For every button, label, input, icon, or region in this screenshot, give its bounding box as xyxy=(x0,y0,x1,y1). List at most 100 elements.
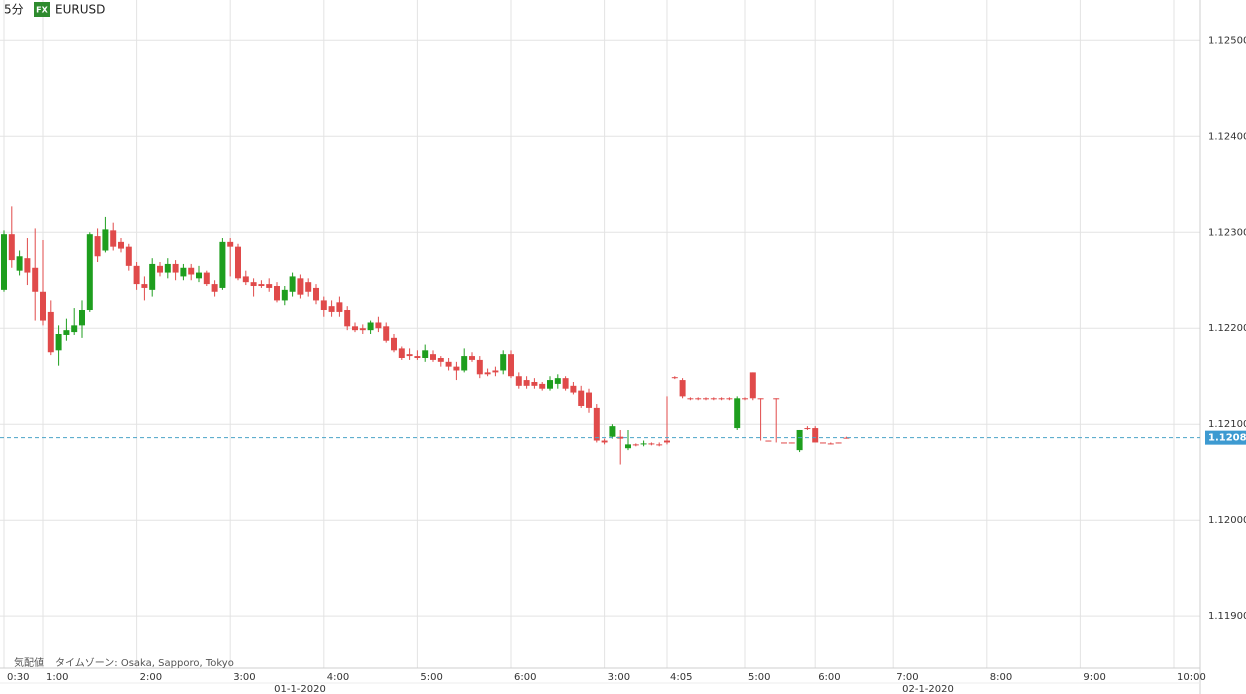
candle-body xyxy=(266,284,273,288)
candle-body xyxy=(749,372,756,399)
candle-body xyxy=(531,381,538,386)
date-label: 01-1-2020 xyxy=(274,684,326,694)
candle-body xyxy=(118,241,124,249)
candles-layer xyxy=(1,206,850,465)
candle-body xyxy=(671,377,678,379)
candle-body xyxy=(562,378,569,389)
candle-body xyxy=(437,357,444,362)
candle-body xyxy=(32,267,39,292)
candle-body xyxy=(336,302,343,312)
candle-body xyxy=(843,437,850,439)
candle-body xyxy=(773,398,780,400)
candle-body xyxy=(320,300,327,311)
candle-body xyxy=(1,234,7,290)
candle-body xyxy=(398,348,405,358)
candle-body xyxy=(570,385,577,393)
candle-body xyxy=(827,443,834,445)
y-tick-label: 1.11900 xyxy=(1208,611,1246,622)
date-label: 02-1-2020 xyxy=(902,684,954,694)
badge-bg xyxy=(34,2,50,17)
candle-body xyxy=(835,442,842,444)
candle-body xyxy=(63,330,70,335)
timezone: タイムゾーン: Osaka, Sapporo, Tokyo xyxy=(55,657,234,669)
candle-body xyxy=(71,325,78,333)
candle-body xyxy=(461,356,468,371)
grid-layer xyxy=(0,0,1200,668)
y-tick-label: 1.12000 xyxy=(1208,515,1246,526)
x-tick-label: 2:00 xyxy=(140,672,162,683)
candle-body xyxy=(125,246,132,266)
candle-body xyxy=(258,284,265,287)
candle-body xyxy=(703,398,709,400)
symbol: EURUSD xyxy=(55,3,105,17)
candle-body xyxy=(656,444,663,446)
badge: FX xyxy=(36,6,48,15)
candle-body xyxy=(640,443,647,445)
candle-body xyxy=(196,272,202,279)
candle-body xyxy=(211,284,218,292)
x-tick-label: 0:30 xyxy=(7,672,29,683)
y-tick-label: 1.12200 xyxy=(1208,323,1246,334)
candle-body xyxy=(281,289,288,301)
x-tick-label: 6:00 xyxy=(818,672,840,683)
candle-body xyxy=(500,354,507,371)
candle-body xyxy=(586,392,592,408)
x-tick-label: 3:00 xyxy=(608,672,630,683)
candle-body xyxy=(149,263,156,290)
candle-body xyxy=(593,407,600,441)
interval-label: 5分 xyxy=(4,3,24,17)
candle-body xyxy=(157,265,163,273)
candle-body xyxy=(765,440,772,442)
y-tick-label: 1.12300 xyxy=(1208,227,1246,238)
candle-body xyxy=(79,310,85,326)
candle-body xyxy=(742,398,748,400)
candle-body xyxy=(203,272,210,285)
candle-body xyxy=(539,383,546,389)
candle-body xyxy=(102,229,109,251)
candle-body xyxy=(578,390,585,406)
candle-body xyxy=(781,442,787,444)
candle-body xyxy=(508,354,514,377)
candle-body xyxy=(632,444,639,446)
candle-body xyxy=(24,258,31,273)
candle-body xyxy=(328,306,335,312)
x-tick-label: 3:00 xyxy=(233,672,255,683)
candle-body xyxy=(414,356,421,358)
y-tick-label: 1.12400 xyxy=(1208,131,1246,142)
candle-body xyxy=(687,398,694,400)
candle-body xyxy=(344,310,351,327)
candle-body xyxy=(469,356,475,360)
candle-body xyxy=(375,322,382,329)
candle-body xyxy=(367,322,374,331)
candle-body xyxy=(734,398,741,429)
candle-body xyxy=(710,398,717,400)
x-tick-label: 4:00 xyxy=(327,672,349,683)
candle-body xyxy=(695,398,702,400)
candle-body xyxy=(484,372,491,375)
candle-body xyxy=(804,428,811,430)
candle-body xyxy=(476,359,483,375)
candle-body xyxy=(305,282,312,292)
candle-body xyxy=(94,236,101,257)
candle-body xyxy=(55,334,62,351)
y-tick-label: 1.12500 xyxy=(1208,35,1246,46)
candle-body xyxy=(227,241,234,247)
candle-body xyxy=(250,282,257,287)
candle-body xyxy=(422,350,429,358)
candle-body xyxy=(383,326,390,341)
candle-body xyxy=(16,256,23,271)
candle-body xyxy=(796,429,803,451)
candle-body xyxy=(274,286,280,301)
candle-body xyxy=(406,354,413,357)
candle-body xyxy=(664,440,670,443)
x-tick-label: 10:00 xyxy=(1177,672,1206,683)
x-tick-label: 9:00 xyxy=(1083,672,1105,683)
candle-body xyxy=(188,267,195,275)
candle-body xyxy=(625,444,631,449)
candle-body xyxy=(788,442,795,444)
candle-body xyxy=(718,398,725,400)
candle-body xyxy=(164,263,171,273)
candle-body xyxy=(609,426,616,437)
